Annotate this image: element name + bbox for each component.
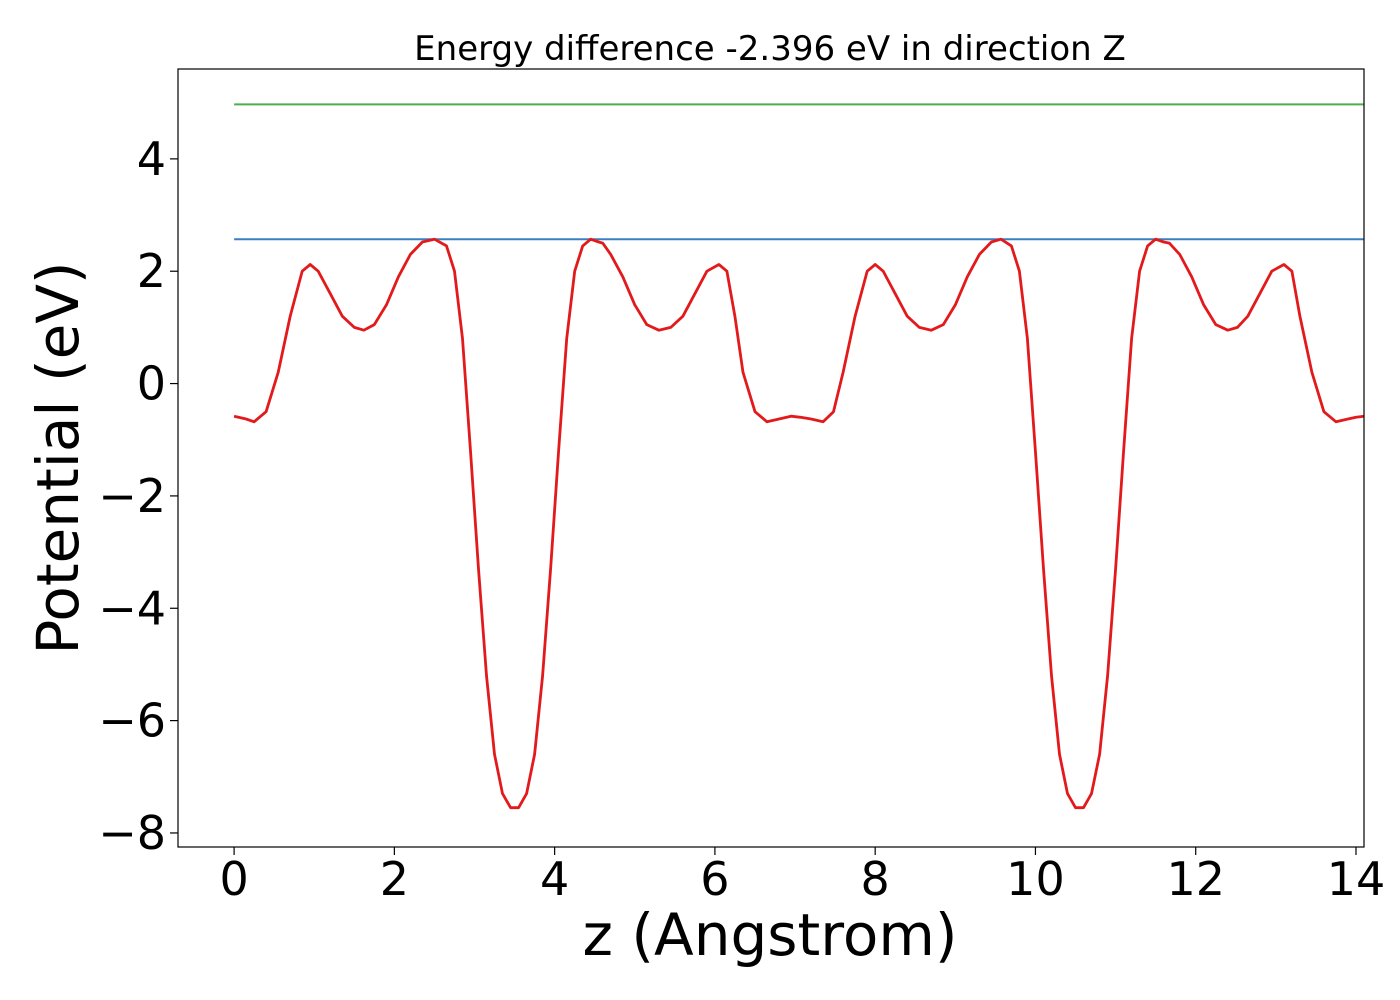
x-tick-label: 12: [1166, 852, 1225, 906]
x-tick-label: 2: [380, 852, 409, 906]
x-tick-label: 10: [1006, 852, 1065, 906]
x-tick-label: 8: [861, 852, 890, 906]
y-tick-label: −8: [98, 806, 166, 860]
chart-title: Energy difference -2.396 eV in direction…: [414, 29, 1126, 69]
x-axis: 0 2 4 6 8 10 12 14: [219, 847, 1385, 906]
y-tick-label: 2: [137, 244, 166, 298]
plot-frame: [177, 68, 1365, 848]
x-tick-label: 14: [1327, 852, 1386, 906]
x-tick-label: 6: [700, 852, 729, 906]
x-tick-label: 0: [219, 852, 248, 906]
y-tick-label: 0: [137, 357, 166, 411]
y-tick-label: 4: [137, 132, 166, 186]
x-tick-label: 4: [540, 852, 569, 906]
potential-line: [233, 237, 1365, 810]
y-axis: −8 −6 −4 −2 0 2 4: [98, 132, 178, 860]
y-tick-label: −6: [98, 694, 166, 748]
plot-area: [233, 103, 1365, 810]
y-axis-title: Potential (eV): [24, 261, 92, 654]
x-axis-title: z (Angstrom): [583, 901, 958, 969]
y-tick-label: −4: [98, 581, 166, 635]
y-tick-label: −2: [98, 469, 166, 523]
